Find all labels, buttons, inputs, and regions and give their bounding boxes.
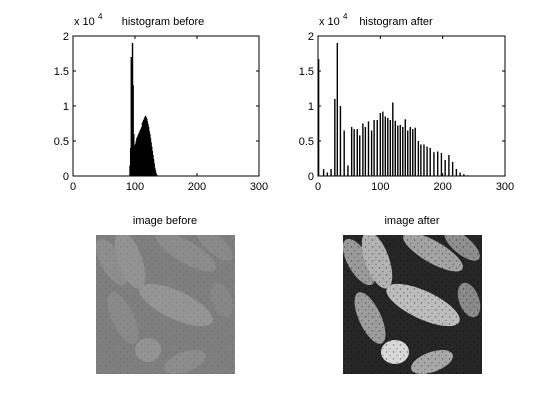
histogram-after-bar (412, 129, 414, 176)
histogram-after-bar (463, 174, 465, 176)
histogram-after-x-tick-label: 300 (496, 181, 514, 193)
histogram-after-bar (330, 169, 332, 176)
histogram-after-bar (379, 113, 382, 176)
histogram-after-bar (436, 151, 439, 176)
histogram-after-bar (384, 116, 387, 176)
histogram-after-bar (353, 129, 355, 176)
histogram-after-bar (356, 129, 358, 176)
histogram-after-bar (367, 121, 370, 176)
histogram-before-bar (130, 57, 132, 176)
histogram-before-bar (156, 174, 158, 176)
histogram-after-bar (317, 59, 320, 176)
histogram-after-bar (389, 120, 392, 176)
histogram-before-bar (132, 85, 134, 176)
histogram-after-bar (420, 144, 422, 176)
histogram-before-x-tick-label: 0 (70, 181, 76, 193)
histogram-after-bar (392, 102, 394, 176)
histogram-after-bar (417, 141, 420, 176)
histogram-after-y-tick-label: 1 (308, 101, 314, 113)
histogram-after-bar (426, 146, 428, 176)
histogram-after-y-tick-label: 1.5 (299, 66, 314, 78)
histogram-after-bars (317, 43, 469, 176)
histogram-after-bar (423, 144, 425, 176)
histogram-after-bar (399, 124, 401, 176)
histogram-after-bar (370, 130, 373, 176)
histogram-after-title: histogram after (359, 16, 433, 28)
histogram-after-bar (448, 155, 450, 176)
histogram-before-ticks: 0 100 200 300 0 0.5 1 1.5 2 (54, 31, 268, 193)
histogram-before-chart: histogram before x 10 4 0 100 200 300 0 0.5 1 1… (54, 12, 268, 193)
histogram-after-bar (433, 152, 435, 176)
histogram-after-y-tick-label: 0.5 (299, 136, 314, 148)
histogram-after-bar (339, 106, 342, 176)
histogram-after-x-tick-label: 200 (433, 181, 451, 193)
histogram-after-bar (373, 120, 375, 176)
image-after-title: image after (384, 215, 439, 227)
image-before (96, 235, 235, 374)
histogram-before-y-tick-label: 2 (63, 31, 69, 43)
histogram-after-x-tick-label: 100 (371, 181, 389, 193)
histogram-before-y-tick-label: 0.5 (54, 136, 69, 148)
histogram-before-y-tick-label: 1 (63, 101, 69, 113)
histogram-after-bar (350, 127, 353, 176)
histogram-before-x-tick-label: 200 (188, 181, 206, 193)
histogram-after-bar (440, 152, 443, 176)
histogram-after-bar (359, 135, 361, 176)
histogram-after-bar (326, 172, 329, 176)
histogram-after-bar (336, 43, 339, 176)
histogram-after-bar (362, 123, 364, 176)
histogram-before-bars (129, 43, 159, 176)
histogram-after-exponent-power: 4 (343, 12, 348, 21)
histogram-after-y-tick-label: 2 (308, 31, 314, 43)
histogram-after-bar (414, 127, 416, 176)
histogram-after-x-tick-label: 0 (315, 181, 321, 193)
histogram-after-bar (402, 127, 404, 176)
image-after (343, 235, 482, 374)
histogram-after-bar (409, 127, 411, 176)
histogram-after-bar (364, 127, 367, 176)
histogram-after-bar (322, 169, 325, 176)
histogram-before-x-tick-label: 300 (250, 181, 268, 193)
histogram-after-bar (444, 159, 446, 176)
histogram-after-bar (387, 117, 389, 176)
histogram-after-bar (404, 119, 406, 176)
histogram-after-bar (455, 169, 458, 176)
histogram-after-y-tick-label: 0 (308, 171, 314, 183)
histogram-after-bar (397, 125, 399, 176)
histogram-before-title: histogram before (122, 16, 205, 28)
histogram-after-bar (407, 130, 409, 176)
histogram-before-exponent-power: 4 (98, 12, 103, 21)
histogram-before-y-tick-label: 1.5 (54, 66, 69, 78)
histogram-after-bar (347, 165, 349, 176)
histogram-after-bar (343, 130, 345, 176)
histogram-after-bar (376, 120, 378, 176)
histogram-after-bar (459, 172, 461, 176)
histogram-after-bar (382, 111, 384, 176)
image-before-title: image before (133, 215, 197, 227)
histogram-after-bar (451, 162, 454, 176)
histogram-before-exponent-label: x 10 (74, 16, 95, 28)
histogram-after-bar (334, 99, 336, 176)
histogram-after-exponent-label: x 10 (319, 16, 340, 28)
histogram-before-y-tick-label: 0 (63, 171, 69, 183)
histogram-after-chart: histogram after x 10 4 0 100 200 300 0 0.5 1 1.… (299, 12, 514, 193)
histogram-after-ticks: 0 100 200 300 0 0.5 1 1.5 2 (299, 31, 514, 193)
histogram-after-bar (394, 120, 396, 176)
histogram-after-bar (429, 148, 431, 176)
histogram-before-x-tick-label: 100 (126, 181, 144, 193)
